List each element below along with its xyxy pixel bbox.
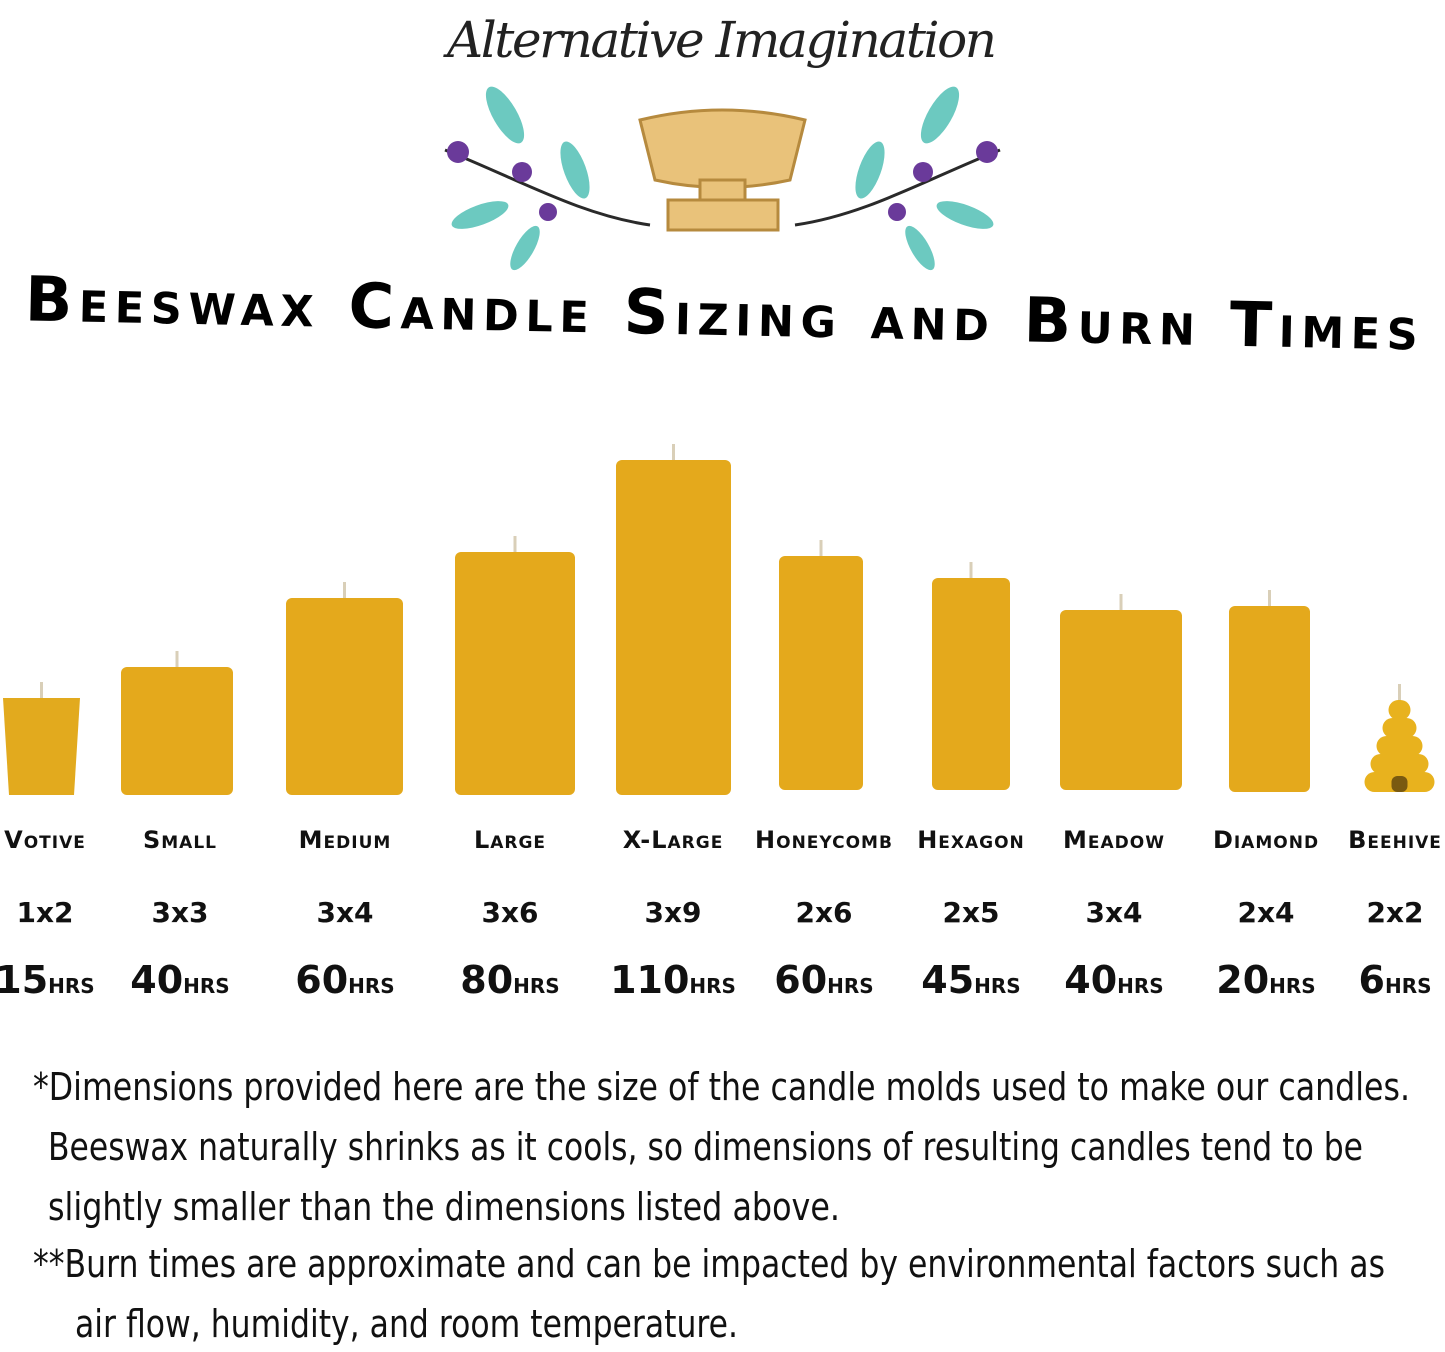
candle-size: 1x2 bbox=[16, 896, 73, 929]
hive-door bbox=[1391, 776, 1408, 792]
burn-unit: HRS bbox=[1269, 974, 1316, 998]
candle-size: 2x5 bbox=[942, 896, 999, 929]
candle-name: Honeycomb bbox=[755, 826, 893, 854]
burn-unit: HRS bbox=[974, 974, 1021, 998]
note-line: **Burn times are approximate and can be … bbox=[33, 1242, 1385, 1286]
candle bbox=[932, 578, 1010, 790]
notes: *Dimensions provided here are the size o… bbox=[33, 1065, 1410, 1346]
candle-name: Hexagon bbox=[917, 826, 1025, 854]
candle bbox=[1376, 736, 1423, 756]
burn-time: 80HRS bbox=[460, 958, 559, 1002]
title: Beeswax Candle Sizing and Burn Times bbox=[24, 262, 1420, 364]
burn-time: 6HRS bbox=[1359, 958, 1432, 1002]
candle-size: 3x6 bbox=[481, 896, 538, 929]
candle-name: Medium bbox=[299, 826, 392, 854]
burn-value: 80 bbox=[460, 958, 513, 1002]
candle-size: 3x9 bbox=[644, 896, 701, 929]
candle-name: Beehive bbox=[1348, 826, 1442, 854]
candles bbox=[3, 444, 1435, 795]
burn-unit: HRS bbox=[1117, 974, 1164, 998]
candle-name: Meadow bbox=[1063, 826, 1165, 854]
burn-time: 15HRS bbox=[0, 958, 95, 1002]
burn-value: 15 bbox=[0, 958, 48, 1002]
burn-value: 110 bbox=[610, 958, 689, 1002]
burn-value: 20 bbox=[1216, 958, 1269, 1002]
candle-name: Large bbox=[474, 826, 546, 854]
burn-unit: HRS bbox=[348, 974, 395, 998]
note-line: *Dimensions provided here are the size o… bbox=[33, 1065, 1410, 1109]
candle-size: 3x4 bbox=[316, 896, 373, 929]
note-line: slightly smaller than the dimensions lis… bbox=[48, 1185, 840, 1229]
burn-time: 60HRS bbox=[295, 958, 394, 1002]
candle-size: 3x4 bbox=[1085, 896, 1142, 929]
candle bbox=[1229, 606, 1310, 792]
brand: Alternative Imagination bbox=[443, 11, 997, 69]
candle-size: 2x6 bbox=[795, 896, 852, 929]
burn-value: 45 bbox=[921, 958, 974, 1002]
burn-value: 40 bbox=[1064, 958, 1117, 1002]
burn-unit: HRS bbox=[1385, 974, 1432, 998]
candle bbox=[455, 552, 575, 795]
candle bbox=[1370, 754, 1429, 774]
candle-name: Votive bbox=[4, 826, 86, 854]
note-line: Beeswax naturally shrinks as it cools, s… bbox=[48, 1125, 1363, 1169]
burn-value: 6 bbox=[1359, 958, 1385, 1002]
burn-time: 110HRS bbox=[610, 958, 736, 1002]
candle bbox=[779, 556, 863, 790]
burn-unit: HRS bbox=[513, 974, 560, 998]
candle bbox=[1060, 610, 1182, 790]
burn-unit: HRS bbox=[48, 974, 95, 998]
candle bbox=[1382, 718, 1417, 738]
note-line: air flow, humidity, and room temperature… bbox=[75, 1302, 738, 1346]
logo bbox=[444, 86, 1001, 271]
burn-time: 40HRS bbox=[1064, 958, 1163, 1002]
candle bbox=[121, 667, 233, 795]
burn-unit: HRS bbox=[183, 974, 230, 998]
burn-time: 20HRS bbox=[1216, 958, 1315, 1002]
candle bbox=[616, 460, 731, 795]
candle-name: X-Large bbox=[623, 826, 724, 854]
burn-unit: HRS bbox=[689, 974, 736, 998]
candle bbox=[1388, 700, 1411, 720]
candle bbox=[286, 598, 403, 795]
burn-value: 60 bbox=[295, 958, 348, 1002]
burn-time: 45HRS bbox=[921, 958, 1020, 1002]
candle-name: Diamond bbox=[1213, 826, 1319, 854]
candle-size: 2x2 bbox=[1366, 896, 1423, 929]
candle-labels: Votive1x215HRSSmall3x340HRSMedium3x460HR… bbox=[0, 826, 1442, 1002]
burn-value: 40 bbox=[130, 958, 183, 1002]
burn-time: 60HRS bbox=[774, 958, 873, 1002]
burn-time: 40HRS bbox=[130, 958, 229, 1002]
burn-unit: HRS bbox=[827, 974, 874, 998]
candle bbox=[3, 698, 80, 795]
candle-name: Small bbox=[143, 826, 217, 854]
burn-value: 60 bbox=[774, 958, 827, 1002]
candle-size: 3x3 bbox=[151, 896, 208, 929]
candle-size: 2x4 bbox=[1237, 896, 1294, 929]
